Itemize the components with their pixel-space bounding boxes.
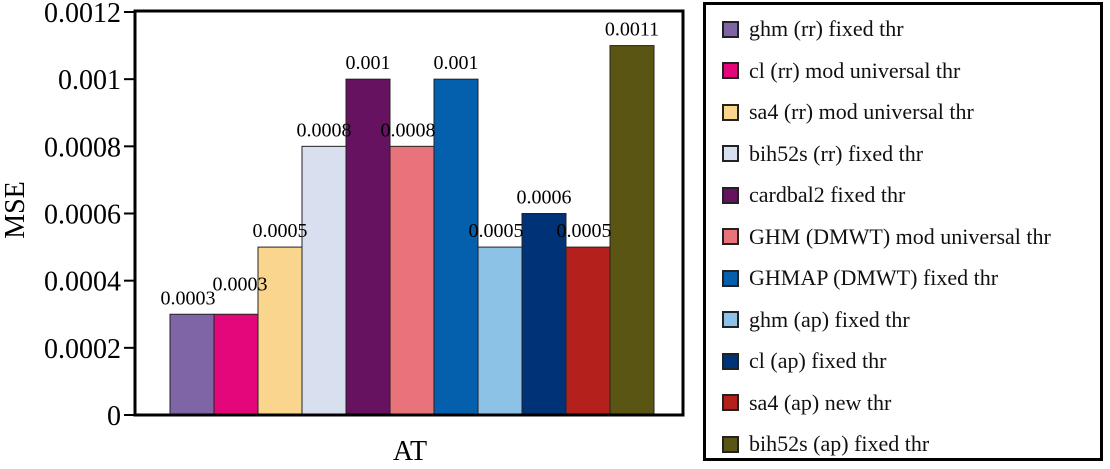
bar — [169, 313, 215, 416]
legend-swatch — [722, 228, 739, 245]
legend: ghm (rr) fixed thr cl (rr) mod universal … — [703, 2, 1103, 461]
legend-label: bih52s (ap) fixed thr — [749, 431, 930, 456]
legend-item: ghm (ap) fixed thr — [722, 305, 910, 335]
data-label: 0.001 — [434, 52, 479, 74]
bar-chart: 0 0.0002 0.0004 0.0006 0.0008 0.001 0.0012 0.0… — [0, 0, 685, 467]
bar — [301, 145, 347, 416]
x-axis-label: AT — [393, 436, 427, 467]
legend-label: cardbal2 fixed thr — [749, 182, 906, 207]
bar — [213, 313, 259, 416]
legend-item: cl (ap) fixed thr — [722, 346, 886, 376]
legend-label: cl (ap) fixed thr — [749, 348, 887, 373]
legend-item: bih52s (ap) fixed thr — [722, 429, 929, 459]
legend-swatch — [722, 20, 739, 38]
y-axis-label: MSE — [0, 181, 31, 239]
legend-swatch — [722, 394, 739, 411]
y-tick-label: 0.0004 — [44, 267, 121, 298]
data-label: 0.0003 — [161, 287, 216, 309]
legend-swatch — [722, 269, 739, 287]
y-tick-label: 0.0006 — [44, 200, 121, 231]
legend-swatch — [722, 311, 739, 328]
data-label: 0.0011 — [605, 19, 659, 41]
bar — [345, 78, 391, 416]
legend-label: sa4 (rr) mod universal thr — [749, 99, 974, 124]
data-label: 0.001 — [346, 52, 391, 74]
legend-label: bih52s (rr) fixed thr — [749, 140, 924, 166]
legend-item: cardbal2 fixed thr — [722, 180, 905, 210]
legend-item: GHM (DMWT) mod universal thr — [722, 222, 1051, 252]
bar — [565, 246, 611, 416]
legend-label: GHM (DMWT) mod universal thr — [749, 223, 1051, 249]
legend-item: sa4 (rr) mod universal thr — [722, 97, 974, 127]
data-label: 0.0008 — [381, 119, 436, 141]
bar — [521, 213, 567, 416]
legend-item: cl (rr) mod universal thr — [722, 56, 960, 86]
legend-label: GHMAP (DMWT) fixed thr — [749, 265, 999, 290]
legend-item: sa4 (ap) new thr — [722, 388, 891, 418]
data-label: 0.0003 — [213, 273, 268, 295]
data-label: 0.0005 — [557, 220, 612, 242]
y-tick-label: 0 — [107, 401, 121, 432]
y-tick-label: 0.0008 — [44, 132, 121, 163]
legend-swatch — [722, 103, 739, 121]
data-label: 0.0006 — [517, 187, 572, 209]
y-tick-label: 0.0012 — [44, 0, 121, 29]
data-label: 0.0005 — [253, 220, 308, 242]
legend-item: bih52s (rr) fixed thr — [722, 139, 923, 169]
bar — [389, 145, 435, 416]
plot-frame — [133, 9, 685, 417]
legend-swatch — [722, 62, 739, 79]
legend-swatch — [722, 145, 739, 162]
legend-item: ghm (rr) fixed thr — [722, 14, 904, 44]
data-label: 0.0005 — [469, 220, 524, 242]
legend-swatch — [722, 186, 739, 204]
legend-label: ghm (ap) fixed thr — [749, 306, 910, 332]
legend-item: GHMAP (DMWT) fixed thr — [722, 263, 998, 293]
bar — [433, 78, 479, 416]
legend-label: cl (rr) mod universal thr — [749, 57, 961, 83]
y-tick-label: 0.001 — [58, 65, 121, 96]
bar — [477, 246, 523, 416]
legend-swatch — [722, 352, 739, 370]
legend-label: ghm (rr) fixed thr — [749, 16, 904, 41]
y-tick-label: 0.0002 — [44, 334, 121, 365]
legend-swatch — [722, 435, 739, 453]
data-label: 0.0008 — [297, 119, 352, 141]
legend-label: sa4 (ap) new thr — [749, 389, 892, 415]
bar — [609, 45, 655, 416]
